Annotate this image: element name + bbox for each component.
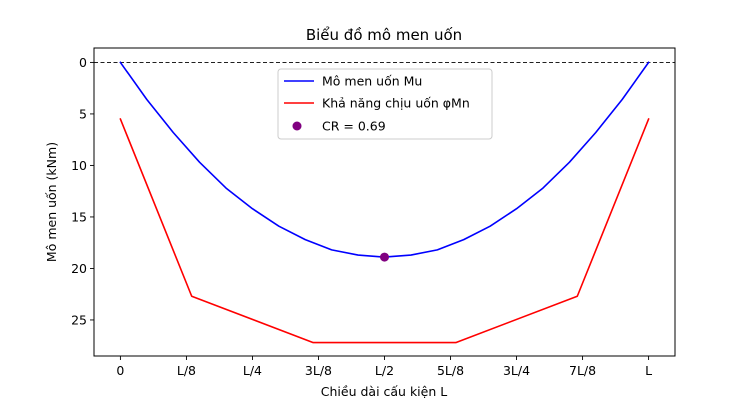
x-tick-label: 3L/8 [305,363,332,378]
legend-marker-cr [292,121,302,131]
x-axis-label: Chiều dài cấu kiện L [321,384,447,399]
y-tick-label: 15 [71,209,87,224]
legend-label-cr: CR = 0.69 [322,119,386,134]
x-tick-label: 7L/8 [569,363,596,378]
y-tick-label: 5 [79,106,87,121]
y-tick-label: 0 [79,55,87,70]
series-line-moment-capacity [119,118,650,344]
legend-label-capacity: Khả năng chịu uốn φMn [322,96,470,111]
x-tick-label: 0 [116,363,124,378]
y-tick-label: 25 [71,312,87,327]
legend-label-moment: Mô men uốn Mu [322,74,422,89]
x-tick-label: L/4 [243,363,262,378]
x-tick-label: 5L/8 [437,363,464,378]
x-axis-ticks: 0 L/8 L/4 3L/8 L/2 5L/8 3L/4 7L/8 L [116,356,652,378]
y-axis-label: Mô men uốn (kNm) [44,142,59,262]
y-axis-ticks: 0 5 10 15 20 25 [71,55,94,327]
x-tick-label: L [645,363,652,378]
x-tick-label: L/2 [375,363,394,378]
legend-box [277,68,493,140]
y-tick-label: 20 [71,261,87,276]
cr-point-marker [380,252,389,262]
chart-title: Biểu đồ mô men uốn [306,26,462,44]
x-tick-label: 3L/4 [503,363,530,378]
legend: Mô men uốn Mu Khả năng chịu uốn φMn CR =… [277,68,493,140]
plot-content [94,61,675,344]
y-tick-label: 10 [71,158,87,173]
x-tick-label: L/8 [177,363,196,378]
